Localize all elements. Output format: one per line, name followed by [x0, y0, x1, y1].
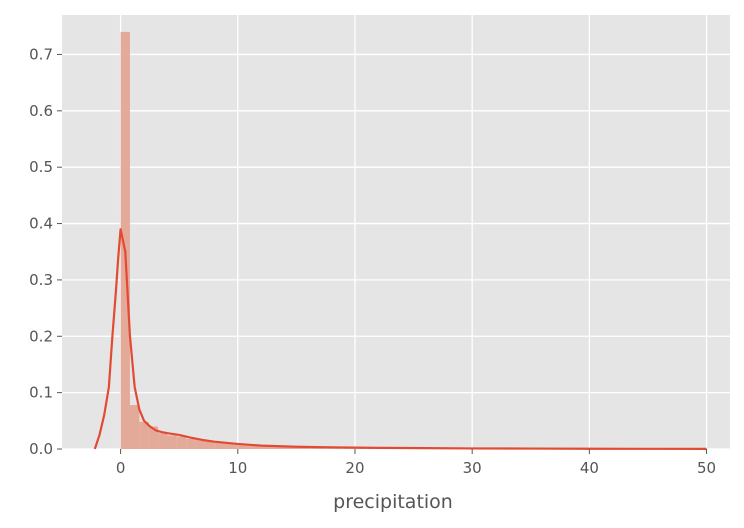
histogram-bar: [176, 436, 187, 449]
histogram-bar: [186, 438, 196, 449]
plot-background: [62, 15, 730, 449]
histogram-bar: [204, 441, 215, 449]
x-tick-label: 50: [697, 459, 716, 477]
histogram-bar: [129, 405, 140, 449]
y-tick-label: 0.5: [29, 158, 53, 176]
histogram-bar: [237, 444, 262, 449]
y-tick-label: 0.7: [29, 45, 53, 63]
histogram-bar: [226, 443, 238, 449]
histogram-bar: [158, 433, 168, 449]
axis-ticks: 0 10 20 30 40 50 0.0 0.1 0.2 0.3 0.4 0.5 0.6 0.7: [29, 45, 716, 477]
y-tick-label: 0.4: [29, 215, 53, 233]
y-tick-label: 0.1: [29, 384, 53, 402]
x-tick-label: 40: [580, 459, 599, 477]
kde-curve: [93, 228, 707, 450]
histogram-bar: [195, 439, 205, 449]
histogram-bar: [148, 426, 159, 449]
histogram-bar: [261, 445, 285, 449]
x-tick-label: 30: [463, 459, 482, 477]
x-tick-label: 20: [345, 459, 364, 477]
x-axis-label: precipitation: [333, 491, 453, 513]
histogram-bar: [139, 421, 149, 449]
y-tick-label: 0.3: [29, 271, 53, 289]
y-tick-label: 0.6: [29, 102, 53, 120]
y-tick-label: 0.0: [29, 440, 53, 458]
histogram-bar: [120, 31, 130, 450]
histogram-bar: [167, 435, 177, 449]
histogram-bar: [284, 446, 309, 449]
histogram-bar: [214, 442, 227, 449]
x-tick-label: 10: [228, 459, 247, 477]
grid-lines: [62, 15, 730, 450]
y-tick-label: 0.2: [29, 327, 53, 345]
x-tick-label: 0: [116, 459, 126, 477]
